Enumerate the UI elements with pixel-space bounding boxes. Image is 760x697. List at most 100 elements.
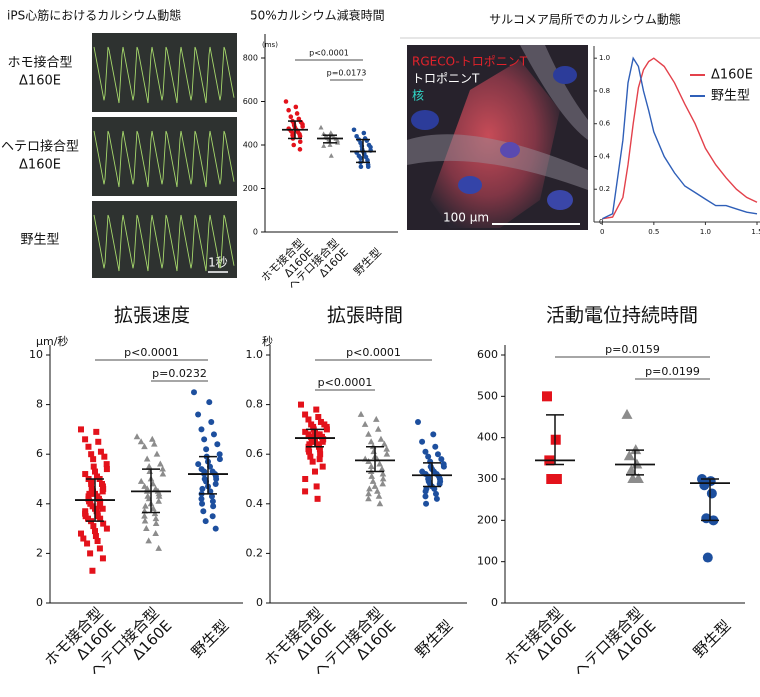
y-tick-label: 2: [36, 546, 43, 559]
y-tick-label: 300: [477, 472, 498, 485]
data-point: [369, 477, 377, 484]
data-point: [379, 475, 387, 482]
row-label: 野生型: [20, 233, 59, 248]
data-point: [141, 517, 149, 524]
y-tick-label: 0: [36, 596, 43, 609]
y-tick-label: 0.4: [246, 497, 264, 510]
data-point: [383, 450, 391, 457]
data-point: [191, 389, 197, 396]
data-point: [210, 503, 217, 510]
data-point: [145, 537, 152, 544]
data-point: [298, 401, 304, 408]
data-point: [621, 408, 633, 419]
fiber: [520, 45, 588, 140]
y-tick-label: 1.0: [599, 54, 610, 62]
data-point: [551, 474, 562, 484]
data-point: [294, 111, 300, 116]
data-point: [159, 465, 166, 472]
data-point: [328, 153, 334, 158]
data-point: [208, 493, 215, 500]
data-point: [95, 438, 102, 445]
data-point: [216, 451, 223, 458]
data-point: [383, 445, 390, 452]
data-point: [214, 441, 221, 448]
data-point: [546, 474, 557, 484]
p-value: p=0.0159: [605, 343, 660, 356]
data-point: [419, 438, 426, 445]
y-tick-label: 0: [491, 596, 498, 609]
data-point: [96, 503, 103, 510]
nucleus: [411, 110, 439, 130]
data-point: [361, 130, 367, 136]
data-point: [90, 463, 97, 470]
data-point: [367, 463, 375, 469]
scale-label: 1秒: [208, 256, 228, 270]
y-tick-label: 6: [36, 447, 43, 460]
y-tick-label: 200: [243, 184, 258, 193]
data-point: [379, 470, 387, 477]
panel-title: サルコメア局所でのカルシウム動態: [489, 12, 681, 27]
data-point: [90, 456, 97, 463]
data-point: [317, 451, 324, 458]
data-point: [377, 435, 385, 442]
data-point: [305, 416, 312, 423]
y-tick-label: 4: [36, 497, 43, 510]
data-point: [199, 500, 206, 507]
data-point: [297, 134, 303, 139]
data-point: [425, 453, 432, 460]
data-point: [422, 488, 429, 495]
data-point: [207, 488, 214, 495]
data-point: [155, 497, 162, 504]
data-point: [92, 528, 98, 535]
y-tick-label: 0.6: [599, 120, 611, 128]
x-tick-label: 0: [600, 228, 604, 236]
stain-label: 核: [412, 89, 424, 103]
data-point: [283, 99, 289, 104]
data-point: [78, 530, 84, 537]
data-point: [702, 552, 713, 563]
data-point: [316, 456, 323, 463]
data-point: [542, 391, 552, 402]
data-point: [319, 463, 326, 470]
data-point: [84, 540, 91, 547]
data-point: [368, 472, 376, 479]
data-point: [85, 515, 91, 522]
data-point: [430, 431, 437, 438]
data-point: [92, 533, 99, 540]
y-tick-label: 10: [29, 348, 43, 361]
y-tick-label: 800: [243, 54, 258, 63]
data-point: [141, 512, 148, 519]
data-point: [623, 450, 635, 461]
data-point: [291, 142, 297, 148]
chart-title: 活動電位持続時間: [546, 305, 698, 327]
data-point: [198, 495, 205, 502]
data-point: [133, 433, 141, 440]
data-point: [434, 451, 441, 458]
data-point: [376, 500, 384, 507]
y-tick-label: 0: [256, 596, 263, 609]
line-series: [602, 57, 758, 220]
p-value: p<0.0001: [124, 346, 179, 359]
data-point: [625, 464, 637, 475]
data-point: [89, 567, 96, 574]
p-value: p=0.0232: [152, 367, 207, 380]
data-point: [141, 443, 148, 450]
y-tick-label: 200: [477, 513, 498, 526]
data-point: [82, 471, 89, 478]
data-point: [423, 500, 430, 507]
data-point: [365, 164, 371, 170]
data-point: [302, 476, 309, 482]
x-tick-label: 1.0: [700, 228, 711, 236]
legend-label: 野生型: [711, 89, 750, 104]
data-point: [307, 453, 314, 460]
data-point: [210, 431, 217, 438]
data-point: [317, 418, 324, 425]
data-point: [96, 545, 103, 552]
data-point: [375, 492, 383, 499]
data-point: [365, 490, 372, 497]
data-point: [148, 435, 156, 442]
row-label: Δ160E: [19, 158, 61, 173]
y-tick-label: 0.6: [246, 447, 264, 460]
data-point: [431, 485, 438, 492]
x-tick-label: 0.5: [648, 228, 659, 236]
